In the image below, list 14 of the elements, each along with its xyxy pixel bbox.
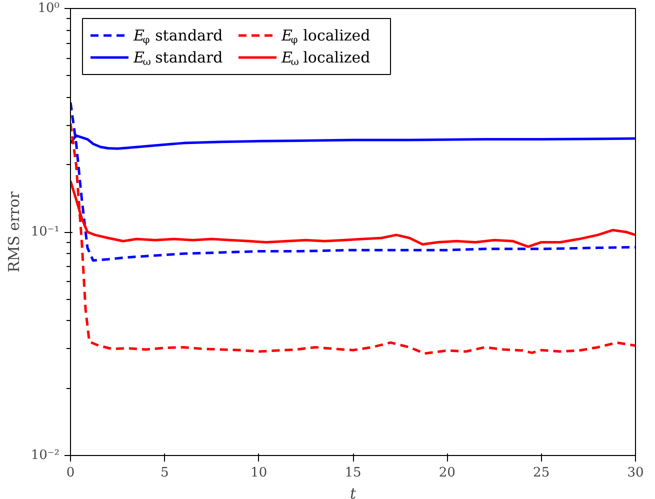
line-series: [70, 101, 636, 262]
y-axis-title: RMS error: [4, 190, 23, 273]
line-series: [70, 122, 636, 355]
x-axis-title: t: [350, 484, 357, 499]
y-tick-label: 10⁻¹: [30, 224, 60, 240]
x-tick-label: 20: [438, 466, 456, 480]
x-tick-label: 15: [344, 466, 362, 480]
x-tick-label: 25: [533, 466, 550, 480]
x-tick-label: 5: [160, 466, 169, 480]
x-tick-label: 0: [66, 466, 75, 480]
y-tick-label: 10⁰: [38, 1, 60, 16]
x-tick-label: 30: [627, 466, 644, 480]
y-tick-label: 10⁻²: [30, 448, 60, 463]
x-tick-label: 10: [250, 466, 268, 480]
